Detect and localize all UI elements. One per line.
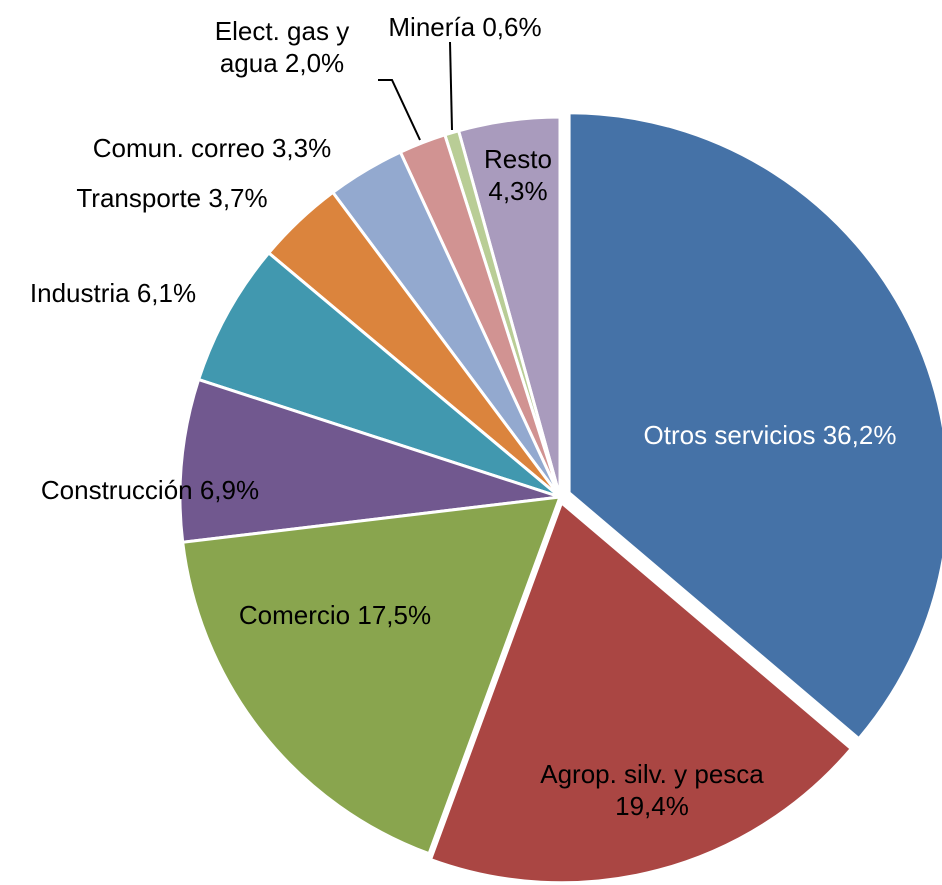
pie-slice <box>196 250 561 499</box>
value-label: 36,2% <box>822 420 897 450</box>
value-label: 19,4% <box>615 791 689 821</box>
leader-line <box>449 41 453 131</box>
category-label: Transporte <box>76 183 202 213</box>
slice-label: Minería 0,6% <box>388 11 541 43</box>
value-label: 2,0% <box>284 48 345 78</box>
slice-label: Construcción 6,9% <box>41 474 259 506</box>
pie-slice <box>181 495 563 856</box>
category-label: Industria <box>29 278 130 308</box>
category-label: Minería <box>388 12 476 42</box>
value-label: 6,1% <box>136 278 197 308</box>
category-label: Agrop. silv. y pesca <box>540 759 764 789</box>
value-label: 6,9% <box>199 475 260 505</box>
slice-label: Elect. gas y agua 2,0% <box>190 15 375 79</box>
category-label: Resto <box>484 144 552 174</box>
pie-slice <box>178 377 561 544</box>
slice-label: Comun. correo 3,3% <box>93 132 331 164</box>
value-label: 3,7% <box>208 183 268 213</box>
value-label: 4,3% <box>488 176 548 206</box>
pie-slice <box>428 500 854 885</box>
slice-label: Industria 6,1% <box>30 277 196 309</box>
category-label: Elect. gas y agua <box>214 16 350 78</box>
category-label: Construcción <box>40 475 193 505</box>
slice-label: Transporte 3,7% <box>76 182 267 214</box>
slice-label: Comercio 17,5% <box>239 599 431 631</box>
pie-slice <box>567 111 942 741</box>
category-label: Otros servicios <box>643 420 816 450</box>
slice-label: Otros servicios 36,2% <box>644 419 897 451</box>
category-label: Comun. correo <box>92 133 265 163</box>
value-label: 17,5% <box>357 600 432 630</box>
slice-label: Resto 4,3% <box>473 143 563 207</box>
value-label: 3,3% <box>271 133 332 163</box>
leader-line <box>378 79 421 141</box>
category-label: Comercio <box>238 600 351 630</box>
slice-label: Agrop. silv. y pesca 19,4% <box>502 758 802 822</box>
value-label: 0,6% <box>482 12 542 42</box>
